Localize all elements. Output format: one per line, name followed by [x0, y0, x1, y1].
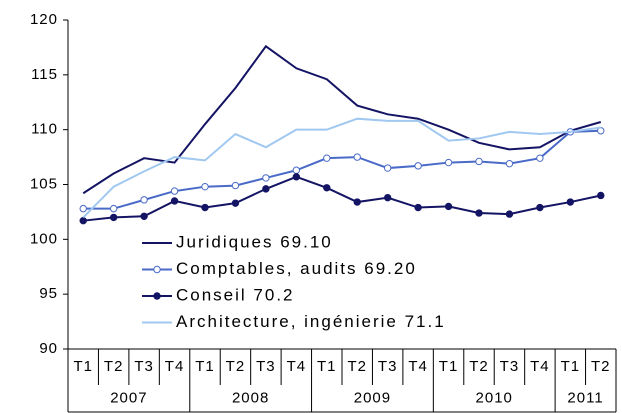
point — [140, 212, 148, 221]
point — [383, 164, 392, 172]
x-tick-label: T3 — [500, 358, 520, 375]
x-group-label: 2007 — [110, 389, 147, 406]
x-tick-label: T1 — [561, 358, 581, 375]
x-tick-label: T2 — [104, 358, 124, 375]
point — [444, 158, 453, 167]
point — [292, 173, 301, 181]
x-tick-label: T2 — [591, 358, 611, 375]
point — [505, 210, 514, 218]
x-tick-label: T1 — [317, 358, 337, 375]
point — [231, 199, 240, 207]
point — [109, 204, 118, 213]
x-tick-label: T1 — [439, 358, 459, 375]
x-tick-label: T1 — [195, 358, 215, 375]
x-tick-label: T2 — [469, 358, 489, 375]
y-tick-label: 100 — [30, 230, 58, 247]
x-group-label: 2011 — [567, 389, 603, 406]
x-tick-label: T2 — [226, 358, 246, 375]
legend-label: Comptables, audits 69.20 — [176, 259, 417, 278]
x-tick-label: T3 — [378, 358, 398, 375]
point — [201, 182, 209, 191]
y-tick-label: 95 — [39, 285, 58, 302]
point — [170, 187, 179, 195]
point — [79, 216, 87, 225]
point — [505, 159, 514, 168]
point — [414, 203, 422, 212]
x-tick-label: T4 — [287, 358, 307, 375]
point — [353, 153, 361, 161]
y-tick-label: 110 — [31, 121, 58, 138]
y-tick-label: 120 — [30, 11, 58, 28]
point — [323, 184, 331, 192]
point — [231, 181, 240, 190]
point — [170, 197, 179, 205]
x-tick-label: T4 — [530, 358, 550, 375]
point — [536, 203, 544, 212]
x-tick-label: T4 — [408, 358, 428, 375]
point — [79, 204, 87, 213]
x-group-label: 2009 — [354, 389, 391, 406]
point — [201, 203, 209, 212]
x-tick-label: T4 — [165, 358, 185, 375]
point — [383, 193, 392, 202]
series-line — [82, 117, 601, 219]
point — [536, 154, 544, 162]
x-tick-label: T3 — [134, 358, 154, 375]
x-group-label: 2010 — [476, 389, 513, 406]
y-tick-label: 115 — [31, 66, 58, 83]
series-line — [83, 175, 601, 222]
x-tick-label: T3 — [256, 358, 276, 375]
x-group-label: 2008 — [232, 389, 269, 406]
point — [262, 174, 270, 182]
point — [566, 198, 575, 206]
y-tick-label: 105 — [30, 175, 58, 192]
y-tick-label: 90 — [39, 340, 58, 357]
series-line — [82, 44, 602, 195]
point — [353, 198, 361, 206]
x-tick-label: T1 — [73, 358, 93, 375]
legend-label: Architecture, ingénierie 71.1 — [176, 312, 446, 331]
point — [262, 185, 270, 193]
point — [475, 209, 483, 217]
point — [444, 202, 453, 211]
point — [140, 196, 148, 204]
legend-marker — [153, 265, 161, 274]
legend-label: Juridiques 69.10 — [176, 232, 333, 251]
point — [475, 157, 483, 166]
legend-marker — [153, 292, 161, 300]
point — [414, 162, 422, 170]
point — [323, 154, 331, 162]
point — [292, 166, 301, 174]
legend-label: Conseil 70.2 — [176, 285, 295, 304]
series-line — [83, 129, 601, 210]
x-tick-label: T2 — [347, 358, 367, 375]
point — [597, 191, 605, 200]
point — [109, 213, 118, 222]
